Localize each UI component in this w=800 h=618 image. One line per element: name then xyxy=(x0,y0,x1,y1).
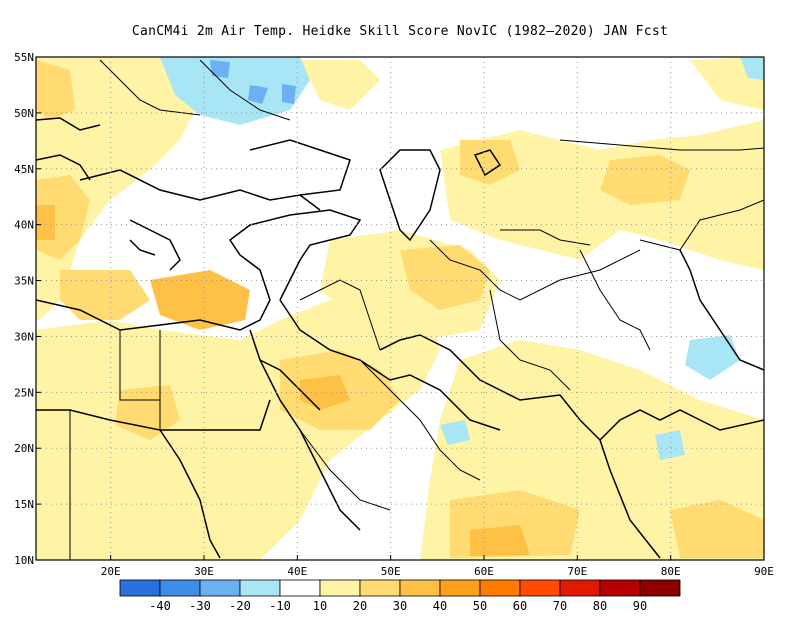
lat-tick-label: 35N xyxy=(14,275,34,288)
colorbar-label: 10 xyxy=(313,599,327,613)
colorbar-label: -10 xyxy=(269,599,291,613)
lon-tick-label: 60E xyxy=(474,565,494,578)
lat-tick-label: 25N xyxy=(14,386,34,399)
colorbar-bin xyxy=(519,579,561,597)
lon-tick-label: 20E xyxy=(101,565,121,578)
colorbar-bin xyxy=(399,579,441,597)
lat-tick-label: 45N xyxy=(14,163,34,176)
colorbar-label: 50 xyxy=(473,599,487,613)
colorbar-bin xyxy=(199,579,241,597)
colorbar-label: 80 xyxy=(593,599,607,613)
colorbar-bin xyxy=(239,579,281,597)
skill-area-30-40 xyxy=(36,205,530,556)
colorbar-label: 90 xyxy=(633,599,647,613)
colorbar-label: -30 xyxy=(189,599,211,613)
lat-tick-label: 20N xyxy=(14,442,34,455)
colorbar-bin xyxy=(639,579,681,597)
skill-field xyxy=(36,57,764,560)
colorbar-label: 40 xyxy=(433,599,447,613)
lat-tick-label: 10N xyxy=(14,554,34,567)
colorbar-bin xyxy=(599,579,641,597)
colorbar-bin xyxy=(319,579,361,597)
lat-tick-label: 50N xyxy=(14,107,34,120)
map-title: CanCM4i 2m Air Temp. Heidke Skill Score … xyxy=(131,24,669,39)
colorbar-bin xyxy=(159,579,201,597)
colorbar-label: 30 xyxy=(393,599,407,613)
skill-area-neg-0-10 xyxy=(160,57,764,460)
colorbar-label: -40 xyxy=(149,599,171,613)
plot-frame xyxy=(35,56,765,561)
borders xyxy=(36,59,764,560)
lat-tick-label: 30N xyxy=(14,330,34,343)
colorbar-label: 20 xyxy=(353,599,367,613)
colorbar-label: -20 xyxy=(229,599,251,613)
lat-tick-label: 15N xyxy=(14,498,34,511)
colorbar-bin xyxy=(479,579,521,597)
skill-area-neg-10-20 xyxy=(210,60,296,104)
lon-tick-label: 70E xyxy=(567,565,587,578)
colorbar-label: 60 xyxy=(513,599,527,613)
lon-tick-label: 80E xyxy=(661,565,681,578)
lat-tick-label: 55N xyxy=(14,51,34,64)
lon-tick-label: 50E xyxy=(381,565,401,578)
colorbar-bin xyxy=(279,579,321,597)
latitude-axis: 55N 50N 45N 40N 35N 30N 25N 20N 15N 10N xyxy=(14,51,41,567)
colorbar-bin xyxy=(439,579,481,597)
longitude-axis: 20E 30E 40E 50E 60E 70E 80E 90E xyxy=(101,555,774,578)
lat-tick-label: 40N xyxy=(14,219,34,232)
lon-tick-label: 30E xyxy=(194,565,214,578)
colorbar: -40 -30 -20 -10 10 20 30 40 50 60 70 80 90 xyxy=(119,579,681,613)
lon-tick-label: 40E xyxy=(287,565,307,578)
colorbar-label: 70 xyxy=(553,599,567,613)
colorbar-bin xyxy=(559,579,601,597)
colorbar-bin xyxy=(359,579,401,597)
lon-tick-label: 90E xyxy=(754,565,774,578)
colorbar-bin xyxy=(119,579,161,597)
